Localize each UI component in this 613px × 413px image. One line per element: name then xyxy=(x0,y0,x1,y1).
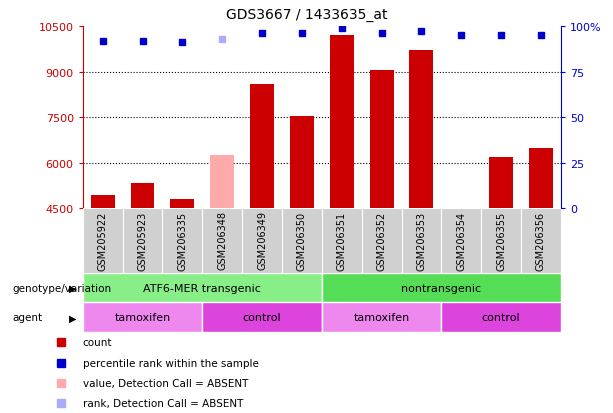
Bar xyxy=(402,209,441,273)
Bar xyxy=(409,51,433,209)
Bar xyxy=(330,36,354,209)
Bar xyxy=(131,183,154,209)
Bar xyxy=(83,273,322,303)
Text: GDS3667 / 1433635_at: GDS3667 / 1433635_at xyxy=(226,8,387,22)
Bar xyxy=(210,156,234,209)
Bar xyxy=(202,303,322,332)
Text: ATF6-MER transgenic: ATF6-MER transgenic xyxy=(143,283,261,293)
Bar xyxy=(529,148,553,209)
Bar xyxy=(202,209,242,273)
Bar xyxy=(162,209,202,273)
Text: rank, Detection Call = ABSENT: rank, Detection Call = ABSENT xyxy=(83,398,243,408)
Bar xyxy=(322,303,441,332)
Text: GSM206335: GSM206335 xyxy=(177,211,188,270)
Text: tamoxifen: tamoxifen xyxy=(354,313,409,323)
Text: GSM206355: GSM206355 xyxy=(496,211,506,270)
Text: value, Detection Call = ABSENT: value, Detection Call = ABSENT xyxy=(83,378,248,388)
Bar xyxy=(83,209,123,273)
Text: GSM206348: GSM206348 xyxy=(217,211,227,270)
Text: GSM206354: GSM206354 xyxy=(456,211,466,270)
Text: GSM206350: GSM206350 xyxy=(297,211,307,270)
Text: GSM206351: GSM206351 xyxy=(337,211,347,270)
Bar xyxy=(441,303,561,332)
Bar xyxy=(282,209,322,273)
Bar xyxy=(370,71,394,209)
Text: GSM206356: GSM206356 xyxy=(536,211,546,270)
Text: tamoxifen: tamoxifen xyxy=(115,313,170,323)
Text: ▶: ▶ xyxy=(69,283,77,293)
Text: GSM206353: GSM206353 xyxy=(416,211,427,270)
Bar xyxy=(362,209,402,273)
Bar xyxy=(170,200,194,209)
Text: genotype/variation: genotype/variation xyxy=(12,283,112,293)
Bar xyxy=(489,157,513,209)
Bar xyxy=(521,209,561,273)
Text: agent: agent xyxy=(12,313,42,323)
Text: ▶: ▶ xyxy=(69,313,77,323)
Bar xyxy=(250,85,274,209)
Text: GSM206352: GSM206352 xyxy=(376,211,387,270)
Text: GSM205922: GSM205922 xyxy=(97,211,108,270)
Bar xyxy=(242,209,282,273)
Bar xyxy=(322,273,561,303)
Bar xyxy=(123,209,162,273)
Text: percentile rank within the sample: percentile rank within the sample xyxy=(83,358,259,368)
Bar xyxy=(290,116,314,209)
Bar xyxy=(83,303,202,332)
Text: count: count xyxy=(83,337,112,347)
Text: GSM206349: GSM206349 xyxy=(257,211,267,270)
Text: GSM205923: GSM205923 xyxy=(137,211,148,270)
Text: control: control xyxy=(243,313,281,323)
Bar xyxy=(91,195,115,209)
Bar xyxy=(481,209,521,273)
Text: nontransgenic: nontransgenic xyxy=(402,283,481,293)
Bar xyxy=(322,209,362,273)
Text: control: control xyxy=(482,313,520,323)
Bar xyxy=(441,209,481,273)
